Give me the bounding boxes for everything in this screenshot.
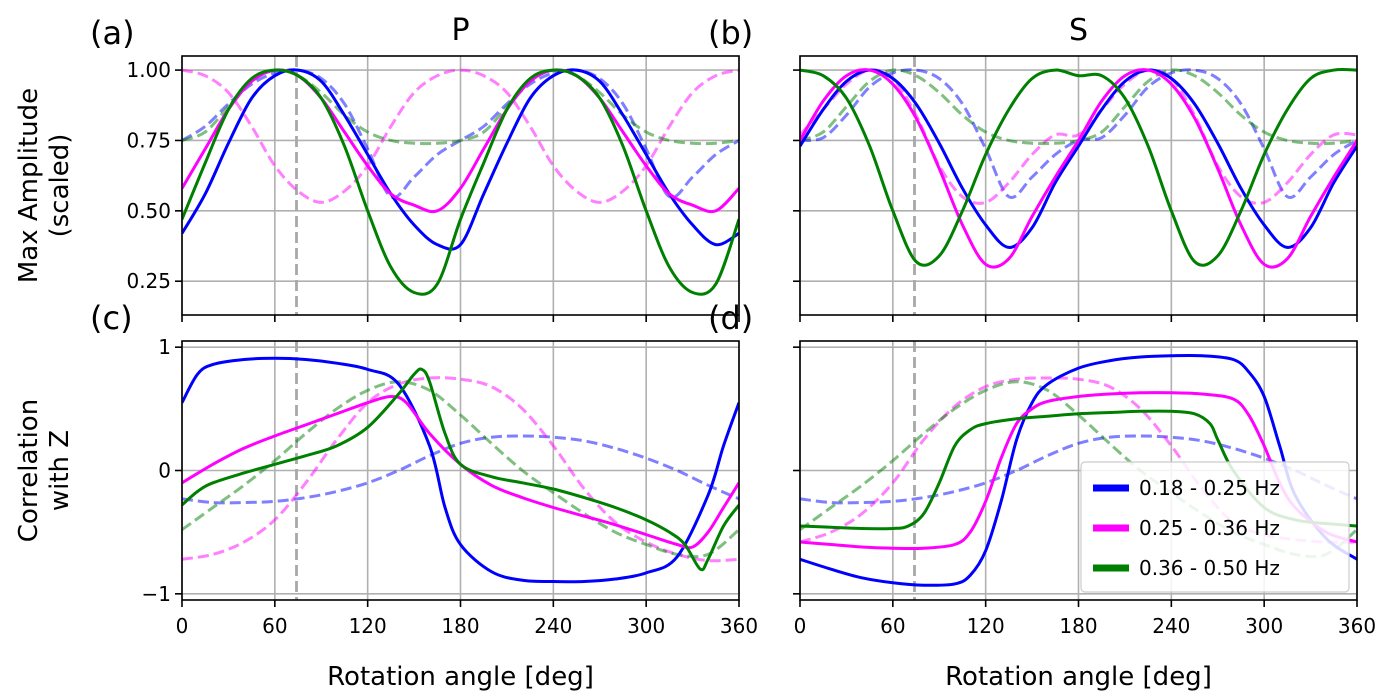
- series-line: [800, 434, 1357, 505]
- y-tick-label: 0.50: [126, 199, 171, 223]
- panel-4: 0 60 120 180 240 300 360 (d) Rotation angle [deg…: [708, 299, 1376, 692]
- panel-2: (b) S: [708, 13, 1358, 322]
- series-line: [182, 356, 739, 584]
- x-tick-label: 300: [1245, 614, 1283, 638]
- x-axis-label: Rotation angle [deg]: [327, 662, 594, 692]
- y-axis-label-line: with Z: [45, 430, 75, 511]
- x-tick-label: 0: [794, 614, 807, 638]
- panel-1: 0.25 0.50 0.75 1.00 (a) P Max Amplitude (scaled…: [14, 13, 740, 322]
- legend-box: [1080, 461, 1350, 593]
- x-tick-label: 300: [627, 614, 665, 638]
- panel-label: (b): [708, 14, 753, 52]
- x-tick-label: 360: [1338, 614, 1376, 638]
- x-tick-label: 60: [880, 614, 905, 638]
- series-group: [800, 67, 1357, 269]
- x-axis-label: Rotation angle [deg]: [945, 662, 1212, 692]
- series-line: [800, 68, 1357, 269]
- y-tick-label: 0: [158, 459, 171, 483]
- panel-label: (d): [708, 299, 753, 337]
- panel-label: (c): [90, 299, 133, 337]
- series-line: [182, 434, 739, 505]
- series-group: [182, 68, 739, 296]
- series-group: [182, 356, 739, 584]
- x-tick-label: 240: [1152, 614, 1190, 638]
- x-tick-label: 0: [176, 614, 189, 638]
- series-line: [182, 68, 739, 251]
- panel-3: 0 60 120 180 240 300 360−101(c)Rotation angle …: [14, 299, 758, 692]
- series-line: [800, 68, 1357, 249]
- series-line: [800, 353, 1357, 587]
- y-axis-label-line: (scaled): [45, 134, 75, 238]
- series-line: [182, 380, 739, 559]
- series-line: [800, 67, 1357, 267]
- series-line: [182, 367, 739, 572]
- legend-label: 0.18 - 0.25 Hz: [1139, 476, 1280, 500]
- x-tick-label: 60: [262, 614, 287, 638]
- series-line: [182, 68, 739, 296]
- legend: 0.18 - 0.25 Hz 0.25 - 0.36 Hz 0.36 - 0.50 …: [1080, 461, 1350, 593]
- y-tick-label: 0.75: [126, 128, 171, 152]
- y-axis-label-line: Max Amplitude: [14, 88, 44, 283]
- y-tick-label: −1: [142, 582, 171, 606]
- series-line: [800, 391, 1357, 551]
- x-tick-label: 120: [349, 614, 387, 638]
- y-tick-label: 0.25: [126, 269, 171, 293]
- x-tick-label: 360: [720, 614, 758, 638]
- y-tick-label: 1.00: [126, 58, 171, 82]
- panel-title: S: [1069, 13, 1088, 48]
- series-line: [800, 68, 1357, 199]
- y-tick-label: 1: [158, 335, 171, 359]
- x-tick-label: 180: [441, 614, 479, 638]
- x-tick-label: 180: [1059, 614, 1097, 638]
- legend-label: 0.25 - 0.36 Hz: [1139, 516, 1280, 540]
- panel-label: (a): [90, 14, 135, 52]
- series-line: [182, 376, 739, 563]
- y-axis-label-line: Correlation: [14, 399, 44, 542]
- x-tick-label: 240: [534, 614, 572, 638]
- x-tick-label: 120: [967, 614, 1005, 638]
- panel-title: P: [451, 13, 469, 48]
- legend-label: 0.36 - 0.50 Hz: [1139, 556, 1280, 580]
